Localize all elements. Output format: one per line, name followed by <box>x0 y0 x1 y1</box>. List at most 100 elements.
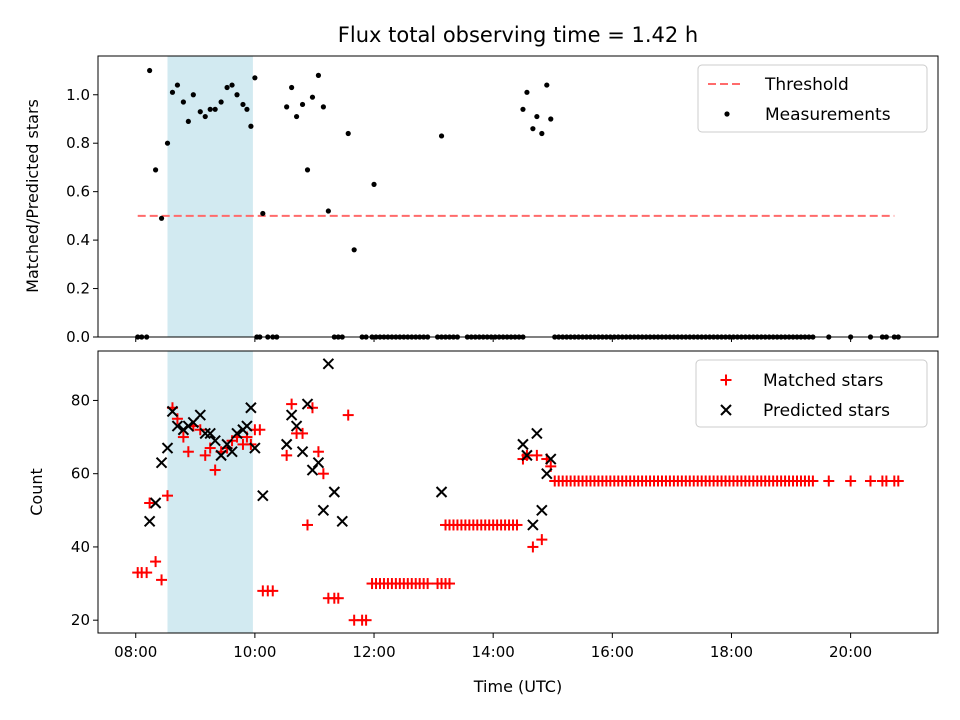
matched-point <box>297 427 309 439</box>
cross-b <box>435 486 448 498</box>
predicted-point <box>336 515 348 528</box>
shaded-interval <box>167 351 253 633</box>
top-panel: 0.0 0.2 0.4 0.6 0.8 1.0 Threshold Measurements <box>66 55 939 346</box>
predicted-point <box>285 409 298 421</box>
predicted-point <box>328 486 341 498</box>
matched-point <box>199 449 211 461</box>
matched-point <box>267 585 279 597</box>
cross-b <box>194 409 206 421</box>
matched-point <box>281 449 293 461</box>
predicted-point <box>221 438 233 451</box>
matched-point <box>317 468 329 480</box>
y-tick-label: 0.8 <box>66 134 90 152</box>
cross-b <box>143 515 156 528</box>
y-tick-label: 0.4 <box>66 231 90 249</box>
measurement-point <box>252 75 258 81</box>
cross-b <box>199 427 211 440</box>
cross-b <box>245 402 257 414</box>
measurement-point <box>438 133 445 139</box>
measurement-point <box>164 140 171 146</box>
measurement-point <box>299 101 306 108</box>
matched-point <box>422 578 434 590</box>
cross-b <box>161 442 174 454</box>
bottom-axes-frame <box>97 350 939 634</box>
cross-b <box>257 489 269 502</box>
cross-b <box>336 515 348 528</box>
cross-b <box>155 456 168 469</box>
measurement-point <box>315 72 322 78</box>
cross-b <box>249 442 261 454</box>
measurement-point <box>293 113 300 120</box>
y-tick-label: 60 <box>71 465 90 483</box>
cross-b <box>226 446 238 458</box>
matched-point <box>254 424 266 436</box>
measurement-point <box>218 99 224 105</box>
measurement-point <box>309 94 316 100</box>
predicted-point <box>166 405 179 418</box>
measurement-point <box>351 247 357 253</box>
legend-measurements-swatch <box>724 111 730 117</box>
top-ylabel: Matched/Predicted stars <box>23 99 42 293</box>
matched-point <box>845 475 857 487</box>
predicted-point <box>312 456 325 469</box>
predicted-point <box>249 442 261 454</box>
predicted-point <box>215 449 227 462</box>
bottom-legend: Matched stars Predicted stars <box>695 359 928 428</box>
legend-predicted-label: Predicted stars <box>763 401 890 421</box>
measurement-point <box>304 167 311 173</box>
predicted-point <box>204 427 216 440</box>
matched-point <box>150 556 162 568</box>
cross-b <box>209 435 221 447</box>
xlabel: Time (UTC) <box>473 677 562 696</box>
predicted-point <box>290 420 303 432</box>
predicted-point <box>171 420 184 432</box>
predicted-point <box>149 497 162 509</box>
predicted-point <box>317 504 330 517</box>
predicted-point <box>257 489 269 502</box>
measurement-point <box>530 126 536 132</box>
matched-point <box>536 534 548 546</box>
matched-point <box>182 446 194 458</box>
matched-point <box>527 541 539 553</box>
measurement-point <box>345 130 351 137</box>
matched-point <box>807 475 819 487</box>
measurement-point <box>158 215 165 221</box>
matched-point <box>286 398 298 410</box>
cross-b <box>221 438 233 451</box>
predicted-point <box>199 427 211 440</box>
measurement-point <box>244 106 250 112</box>
cross-b <box>231 427 243 440</box>
matched-point <box>156 574 168 586</box>
predicted-point <box>536 504 548 517</box>
cross-b <box>301 398 314 410</box>
predicted-point <box>545 453 557 465</box>
measurement-point <box>548 116 554 122</box>
matched-point <box>531 449 543 461</box>
x-tick-label: 16:00 <box>591 643 634 661</box>
predicted-point <box>435 486 448 498</box>
x-tick-label: 10:00 <box>233 643 276 661</box>
measurement-point <box>190 92 196 98</box>
predicted-point <box>531 427 543 440</box>
cross-b <box>166 405 179 418</box>
matched-point <box>332 592 344 604</box>
predicted-point <box>231 427 243 440</box>
measurement-point <box>147 67 153 74</box>
measurement-point <box>180 99 186 105</box>
measurement-point <box>240 101 246 108</box>
y-tick-label: 80 <box>71 391 90 409</box>
matched-point <box>443 578 455 590</box>
measurement-point <box>185 118 191 125</box>
cross-b <box>280 438 293 451</box>
legend-box <box>695 359 928 428</box>
measurement-point <box>534 113 540 120</box>
matched-point <box>342 409 354 421</box>
bottom-ylabel: Count <box>27 468 46 516</box>
measurement-point <box>539 130 545 137</box>
matched-point <box>823 475 835 487</box>
measurement-point <box>224 84 230 91</box>
chart-title: Flux total observing time = 1.42 h <box>338 23 698 47</box>
cross-b <box>545 453 557 465</box>
cross-b <box>317 504 330 517</box>
